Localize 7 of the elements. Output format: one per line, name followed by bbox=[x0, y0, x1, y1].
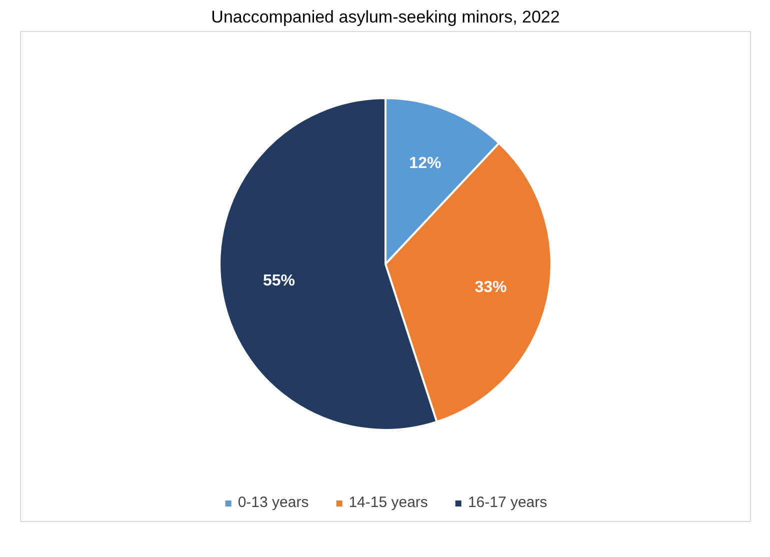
data-label: 12% bbox=[409, 155, 442, 172]
chart-title: Unaccompanied asylum-seeking minors, 2022 bbox=[211, 8, 560, 26]
data-label: 33% bbox=[474, 279, 507, 296]
legend-label: 14-15 years bbox=[348, 494, 428, 511]
legend-label: 16-17 years bbox=[468, 494, 548, 511]
data-label: 55% bbox=[262, 272, 296, 290]
legend-label: 0-13 years bbox=[238, 494, 309, 511]
